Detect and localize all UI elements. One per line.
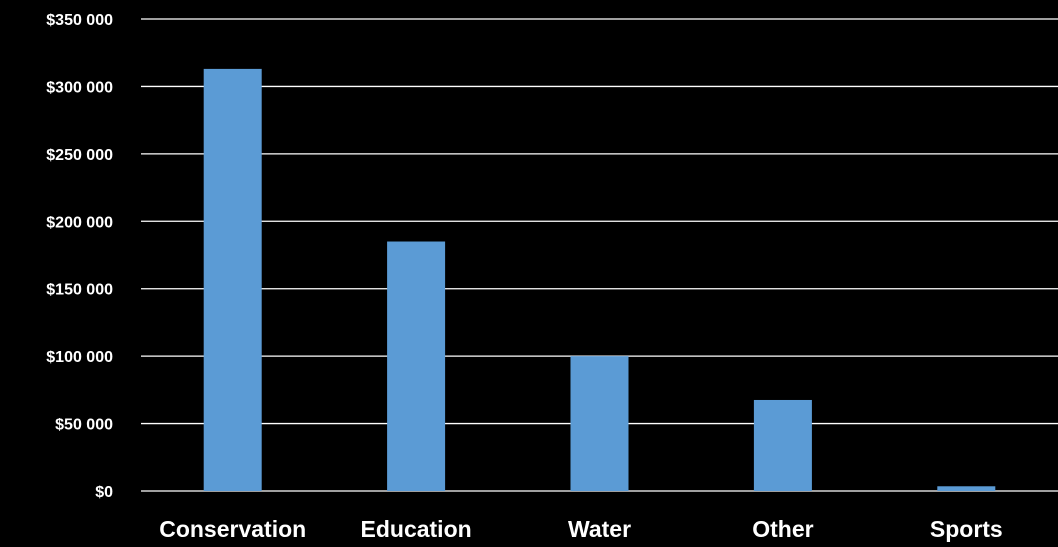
x-category-label-sports: Sports [930,516,1003,542]
bar-education [387,241,446,491]
x-category-label-water: Water [568,516,631,542]
y-tick-label: $100 000 [46,349,113,366]
y-tick-label: $300 000 [46,79,113,96]
y-tick-label: $50 000 [55,417,113,434]
x-category-label-conservation: Conservation [159,516,306,542]
bar-water [570,356,629,491]
bar-other [753,399,812,491]
y-tick-label: $150 000 [46,282,113,299]
x-category-label-education: Education [361,516,472,542]
y-tick-label: $350 000 [46,12,113,29]
bar-sports [937,486,996,491]
bars [203,68,996,491]
x-category-label-other: Other [752,516,813,542]
y-tick-label: $200 000 [46,214,113,231]
y-tick-label: $250 000 [46,147,113,164]
y-axis-tick-labels: $0 $50 000 $100 000 $150 000 $200 000 $250 00… [46,12,113,501]
x-axis-category-labels: Conservation Education Water Other Sports [159,516,1003,542]
bar-conservation [203,68,262,491]
y-tick-label: $0 [95,484,113,501]
